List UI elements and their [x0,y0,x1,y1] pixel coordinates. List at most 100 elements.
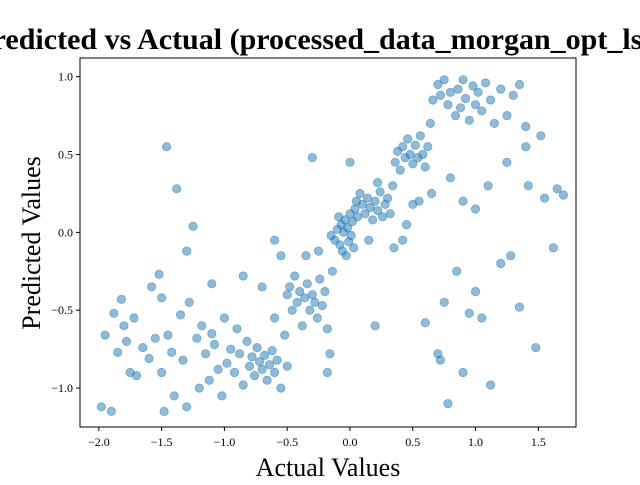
scatter-point [458,367,468,378]
scatter-point [257,282,267,292]
scatter-point [320,286,330,297]
x-tick-label: −2.0 [88,435,110,449]
y-tick-label: 0.0 [58,225,73,239]
scatter-point [460,93,471,104]
scatter-point [267,346,277,356]
scatter-point [355,188,365,199]
y-tick-label: 0.5 [58,148,73,162]
scatter-point [401,220,412,230]
x-tick-label: 1.0 [468,435,483,449]
scatter-point [217,391,227,401]
scatter-point [264,360,275,370]
y-tick-label: 1.0 [58,70,73,84]
scatter-point [113,347,123,357]
scatter-point [370,321,380,331]
scatter-point [342,223,353,233]
scatter-point [238,380,248,390]
scatter-point [439,75,449,85]
scatter-point [259,350,270,360]
y-axis-ticks: −1.0 −0.5 0.0 0.5 1.0 [51,70,80,395]
scatter-point [322,324,332,334]
scatter-point [508,90,518,101]
scatter-point [514,79,525,90]
scatter-point [521,142,531,152]
scatter-point [433,79,443,90]
scatter-point [496,258,506,269]
scatter-point [297,321,307,331]
scatter-point [425,118,435,129]
scatter-point [116,294,127,304]
scatter-point [408,199,418,209]
scatter-point [182,402,192,412]
scatter-point [269,367,280,378]
scatter-point [423,142,433,152]
scatter-point [249,370,260,381]
scatter-point [418,149,428,160]
scatter-point [192,333,202,343]
scatter-point [184,297,194,307]
scatter-point [242,336,252,346]
y-tick-label: −1.0 [51,381,73,395]
scatter-point [194,383,204,393]
scatter-point [398,142,408,152]
scatter-point [408,159,418,169]
scatter-point [295,286,305,297]
scatter-point [455,103,466,113]
scatter-point [207,279,217,289]
scatter-point [138,342,148,353]
scatter-point [453,84,463,94]
scatter-point [345,157,355,167]
scatter-point [162,142,172,152]
scatter-point [262,375,272,385]
x-tick-label: 1.5 [531,435,546,449]
scatter-point [326,230,336,241]
scatter-point [502,111,512,121]
scatter-point [109,308,119,318]
scatter-point [395,165,405,175]
scatter-point [313,246,324,256]
scatter-point [435,355,445,365]
scatter-point [172,184,182,194]
scatter-point [415,131,425,141]
x-axis-label: Actual Values [256,453,401,480]
scatter-point [302,279,312,289]
scatter-point [282,361,292,371]
scatter-point [315,274,325,284]
x-tick-label: 0.5 [405,435,420,449]
scatter-point [178,355,188,365]
scatter-point [272,355,282,365]
scatter-point [169,391,179,401]
scatter-point [125,367,135,378]
scatter-point [403,134,413,144]
scatter-point [280,330,290,340]
scatter-point [349,243,359,253]
scatter-point [257,364,267,374]
scatter-point [234,349,245,359]
scatter-point [450,111,461,121]
scatter-point [398,235,408,245]
scatter-point [439,297,449,307]
scatter-point [301,251,311,261]
scatter-point [477,313,487,323]
scatter-point [443,100,453,110]
scatter-point [325,349,335,359]
axes-frame [79,57,577,428]
scatter-point [100,330,110,340]
scatter-point [197,321,207,331]
scatter-point [222,358,232,368]
scatter-point [121,336,132,346]
chart-title: Predicted vs Actual (processed_data_morg… [0,23,640,56]
scatter-point [322,367,332,378]
scatter-point [292,297,302,307]
scatter-point [213,364,223,374]
scatter-point [477,106,487,116]
scatter-point [247,352,257,362]
x-tick-label: −1.5 [151,435,173,449]
scatter-point [468,81,478,91]
scatter-point [305,305,315,315]
scatter-point [552,184,562,194]
scatter-point [269,235,280,245]
scatter-point [144,353,154,364]
scatter-point [312,313,322,323]
